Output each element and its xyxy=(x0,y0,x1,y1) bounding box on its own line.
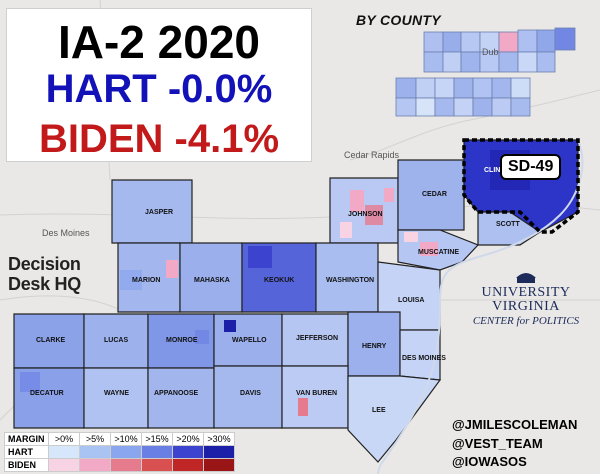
county-labels: JASPER JOHNSON CEDAR CLINTON SCOTT MUSCA… xyxy=(30,167,520,414)
county-wayne xyxy=(83,367,149,429)
county-label-johnson: JOHNSON xyxy=(348,211,383,218)
legend-bin: >30% xyxy=(203,432,235,446)
county-label-appanoose: APPANOOSE xyxy=(154,390,199,397)
credit-3: @IOWASOS xyxy=(452,454,527,469)
legend-swatch xyxy=(203,458,235,472)
title-hart-margin: HART -0.0% xyxy=(45,67,273,111)
legend-header: MARGIN xyxy=(4,432,49,446)
legend-bin: >5% xyxy=(79,432,111,446)
county-davis xyxy=(213,365,283,429)
legend-row-hart: HART xyxy=(4,445,235,459)
precinct-patches xyxy=(20,150,530,416)
county-label-louisa: LOUISA xyxy=(398,297,424,304)
county-label-washington: WASHINGTON xyxy=(326,277,374,284)
legend-swatch xyxy=(203,445,235,459)
ddhq-logo: Decision Desk HQ xyxy=(8,254,104,294)
county-label-clinton: CLINTON xyxy=(484,167,515,174)
county-label-muscatine: MUSCATINE xyxy=(418,249,459,256)
legend-bin: >15% xyxy=(141,432,173,446)
county-lee xyxy=(347,375,442,463)
county-label-lee: LEE xyxy=(372,407,386,414)
uva-logo-line3: CENTER for POLITICS xyxy=(472,315,580,327)
county-label-scott: SCOTT xyxy=(496,221,520,228)
county-label-cedar: CEDAR xyxy=(422,191,447,198)
legend-row-label: BIDEN xyxy=(4,458,49,472)
town-label-des-moines: Des Moines xyxy=(42,228,90,238)
inset-map xyxy=(395,27,576,117)
legend-swatch xyxy=(48,458,80,472)
county-label-davis: DAVIS xyxy=(240,390,261,397)
county-cedar xyxy=(397,159,465,231)
county-label-decatur: DECATUR xyxy=(30,390,64,397)
county-label-clarke: CLARKE xyxy=(36,337,65,344)
uva-logo: UNIVERSITY VIRGINIA CENTER for POLITICS xyxy=(466,268,586,328)
county-label-henry: HENRY xyxy=(362,343,387,350)
legend-bin: >20% xyxy=(172,432,204,446)
legend-row-biden: BIDEN xyxy=(4,458,235,472)
district-label: SD-49 xyxy=(500,154,562,180)
legend-swatch xyxy=(48,445,80,459)
district-outline-sd49 xyxy=(462,138,580,234)
county-label-keokuk: KEOKUK xyxy=(264,277,294,284)
ddhq-logo-line2: Desk HQ xyxy=(8,274,81,294)
legend-swatch xyxy=(79,458,111,472)
title-biden-margin: BIDEN -4.1% xyxy=(38,117,280,161)
credit-1: @JMILESCOLEMAN xyxy=(452,417,578,432)
town-label-dubuque: Dub xyxy=(482,47,499,57)
title-box: IA-2 2020 HART -0.0% BIDEN -4.1% xyxy=(6,8,312,162)
title-race: IA-2 2020 xyxy=(57,16,260,68)
river-line xyxy=(377,139,584,474)
legend-row-label: HART xyxy=(4,445,49,459)
legend-swatch xyxy=(172,458,204,472)
county-label-monroe: MONROE xyxy=(166,337,198,344)
uva-logo-line1: UNIVERSITY xyxy=(481,285,571,300)
legend-bin: >0% xyxy=(48,432,80,446)
rotunda-icon xyxy=(516,273,536,283)
legend-swatch xyxy=(110,458,142,472)
uva-logo-line2: VIRGINIA xyxy=(492,299,560,314)
county-label-jefferson: JEFFERSON xyxy=(296,335,338,342)
ddhq-logo-line1: Decision xyxy=(8,254,81,274)
county-appanoose xyxy=(147,367,215,429)
county-label-wayne: WAYNE xyxy=(104,390,129,397)
legend-swatch xyxy=(141,445,173,459)
county-label-van-buren: VAN BUREN xyxy=(296,390,337,397)
credits: @JMILESCOLEMAN @VEST_TEAM @IOWASOS xyxy=(452,416,577,472)
margin-legend: MARGIN >0% >5% >10% >15% >20% >30% HART … xyxy=(4,432,235,472)
county-van-buren xyxy=(281,365,349,429)
county-label-lucas: LUCAS xyxy=(104,337,128,344)
legend-swatch xyxy=(141,458,173,472)
legend-bin: >10% xyxy=(110,432,142,446)
legend-swatch xyxy=(110,445,142,459)
legend-swatch xyxy=(79,445,111,459)
credit-2: @VEST_TEAM xyxy=(452,435,543,451)
county-label-wapello: WAPELLO xyxy=(232,337,267,344)
county-label-mahaska: MAHASKA xyxy=(194,277,230,284)
legend-header-row: MARGIN >0% >5% >10% >15% >20% >30% xyxy=(4,432,235,446)
town-label-cedar-rapids: Cedar Rapids xyxy=(344,150,400,160)
county-label-marion: MARION xyxy=(132,277,160,284)
county-label-jasper: JASPER xyxy=(145,209,173,216)
legend-swatch xyxy=(172,445,204,459)
county-label-des-moines: DES MOINES xyxy=(402,355,446,362)
inset-label: BY COUNTY xyxy=(356,12,441,28)
